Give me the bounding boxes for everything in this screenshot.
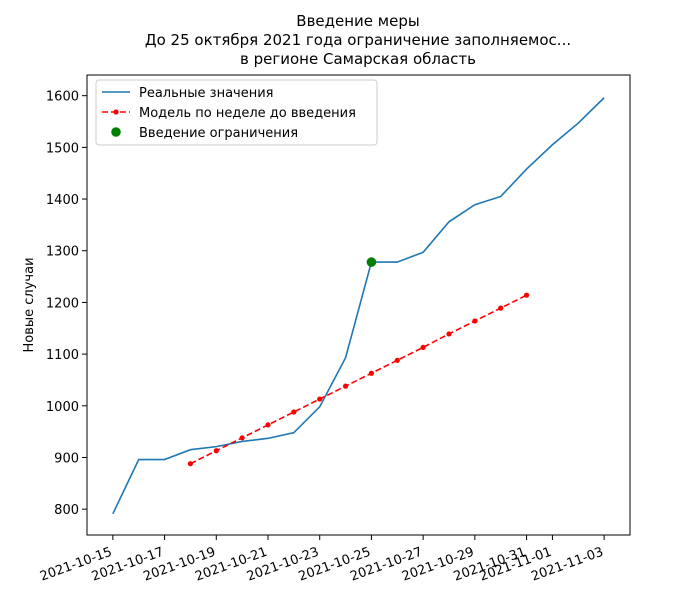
legend-label: Реальные значения — [139, 86, 274, 101]
y-tick-label: 1400 — [46, 193, 79, 208]
model-point — [265, 422, 271, 428]
y-tick-label: 1100 — [46, 348, 79, 363]
y-tick-label: 900 — [54, 451, 79, 466]
series-layer — [112, 97, 605, 515]
model-point — [472, 318, 478, 324]
model-point — [446, 331, 452, 337]
legend-swatch-model-marker — [113, 109, 119, 115]
y-tick-label: 1600 — [46, 90, 79, 105]
y-axis: 800 900 1000 1100 1200 1300 1400 1500 1600 — [46, 90, 87, 518]
y-tick-label: 1300 — [46, 245, 79, 260]
y-axis-label: Новые случаи — [22, 257, 37, 352]
model-point — [342, 383, 349, 389]
model-point — [523, 292, 530, 298]
intervention-point — [366, 257, 377, 267]
title-line: в регионе Самарская область — [240, 50, 476, 68]
legend: Реальные значения Модель по неделе до вве… — [95, 79, 378, 146]
x-axis: 2021-10-152021-10-172021-10-192021-10-21… — [38, 535, 606, 585]
series-line-real — [112, 97, 605, 515]
model-point — [213, 448, 219, 454]
y-tick-label: 1200 — [46, 296, 79, 311]
y-tick-label: 1000 — [46, 400, 79, 415]
title-line: Введение меры — [296, 12, 419, 30]
model-point — [239, 435, 245, 441]
model-point — [187, 461, 194, 467]
legend-box — [95, 79, 378, 146]
plot-frame — [86, 74, 631, 536]
model-point — [498, 305, 504, 311]
model-point — [420, 344, 426, 350]
model-point — [317, 396, 323, 402]
model-point — [291, 409, 297, 415]
y-tick-label: 1500 — [46, 141, 79, 156]
title-line: До 25 октября 2021 года ограничение запо… — [145, 31, 571, 49]
y-tick-label: 800 — [54, 503, 79, 518]
legend-label: Введение ограничения — [139, 126, 298, 141]
model-point — [394, 357, 400, 363]
legend-label: Модель по неделе до введения — [139, 106, 356, 121]
legend-swatch-intervention — [111, 127, 121, 137]
model-point — [368, 370, 375, 376]
